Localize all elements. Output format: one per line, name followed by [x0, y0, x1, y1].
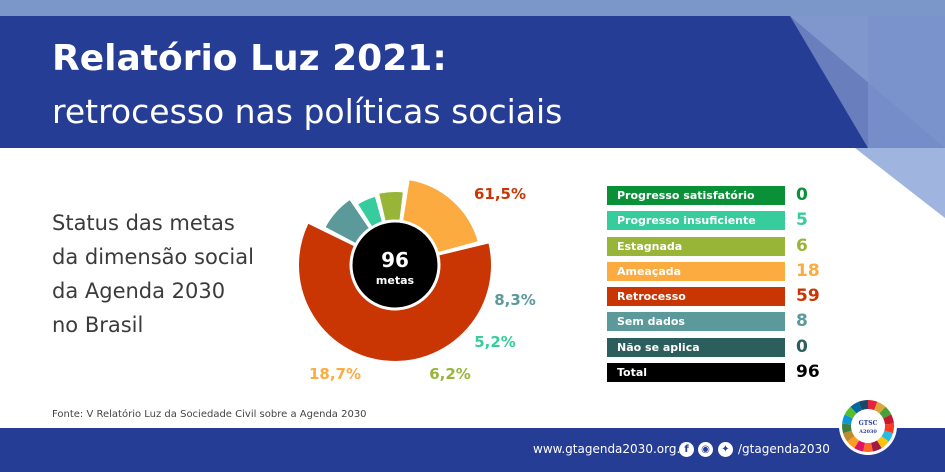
logo-ring-segment: [879, 406, 892, 419]
legend-label: Não se aplica: [607, 337, 785, 357]
logo-ring-segment: [871, 440, 882, 452]
logo-ring-segment: [874, 401, 886, 414]
gtsc-a2030-logo: GTSC A2030: [839, 397, 897, 455]
logo-ring-segment: [854, 440, 865, 452]
legend-label: Progresso satisfatório: [607, 186, 785, 205]
legend-row: Estagnada 6: [607, 235, 837, 260]
top-strip: [0, 0, 945, 16]
logo-text-line2: A2030: [858, 429, 877, 435]
header-panel-right: [868, 16, 945, 148]
center-label: metas: [376, 274, 415, 287]
logo-ring: [842, 400, 894, 452]
legend-row: Progresso insuficiente 5: [607, 209, 837, 234]
data-label-sem-dados: 8,3%: [494, 291, 536, 309]
legend-label: Sem dados: [607, 312, 785, 332]
logo-ring-segment: [881, 430, 894, 442]
logo-ring-segment: [844, 406, 857, 419]
instagram-icon[interactable]: ◉: [698, 442, 713, 457]
legend-row: Progresso satisfatório 0: [607, 184, 837, 209]
logo-ring-segment: [842, 414, 853, 425]
logo-ring-segment: [842, 423, 852, 434]
legend-count: 59: [796, 286, 820, 307]
legend-row: Total 96: [607, 361, 837, 386]
legend-count: 0: [796, 185, 808, 205]
legend-row: Retrocesso 59: [607, 285, 837, 310]
legend-label: Ameaçada: [607, 261, 785, 281]
footer-bar: www.gtagenda2030.org.br f ◉ ✦ /gtagenda2…: [0, 428, 945, 472]
legend-label: Total: [607, 363, 785, 383]
facebook-icon[interactable]: f: [679, 442, 694, 457]
legend-label: Progresso insuficiente: [607, 211, 785, 231]
logo-ring-segment: [847, 436, 860, 449]
twitter-icon[interactable]: ✦: [718, 442, 733, 457]
legend-label: Estagnada: [607, 236, 785, 256]
data-label-amea-ada: 18,7%: [309, 365, 361, 383]
chart-legend: Progresso satisfatório 0 Progresso insufic…: [607, 184, 837, 386]
side-triangle: [855, 148, 945, 218]
logo-ring-segment: [884, 423, 894, 434]
logo-inner: [852, 410, 884, 442]
header-decoration: [790, 16, 945, 148]
source-note: Fonte: V Relatório Luz da Sociedade Civi…: [52, 409, 367, 420]
legend-count: 0: [796, 336, 808, 357]
legend-label: Retrocesso: [607, 287, 785, 307]
social-handle[interactable]: /gtagenda2030: [738, 442, 830, 456]
logo-text-line1: GTSC: [859, 420, 878, 427]
chart-description: Status das metas da dimensão social da A…: [52, 211, 254, 337]
logo-ring-segment: [842, 430, 855, 442]
logo-ring-segment: [883, 414, 894, 425]
legend-count: 6: [796, 235, 808, 256]
data-label-estagnada: 6,2%: [429, 365, 471, 383]
header-triangle-pale: [790, 16, 868, 148]
legend-row: Ameaçada 18: [607, 260, 837, 285]
legend-row: Não se aplica 0: [607, 336, 837, 361]
data-label-retrocesso: 61,5%: [474, 185, 526, 203]
page-subtitle: retrocesso nas políticas sociais: [52, 92, 563, 131]
donut-chart: 96 metas 61,5% 8,3% 5,2%6,2% 18,7%: [297, 177, 536, 383]
logo-ring-segment: [850, 401, 862, 414]
page-title: Relatório Luz 2021:: [52, 38, 447, 79]
legend-count: 8: [796, 311, 808, 332]
website-link[interactable]: www.gtagenda2030.org.br: [533, 442, 693, 456]
legend-count: 18: [796, 260, 820, 281]
chart-center: [349, 219, 441, 311]
logo-ring-segment: [858, 400, 868, 411]
legend-count: 96: [796, 362, 820, 383]
logo-ring-segment: [876, 436, 889, 449]
logo-ring-segment: [868, 400, 878, 411]
legend-count: 5: [796, 210, 808, 231]
side-decoration: [855, 148, 945, 218]
chart-data-labels: 61,5% 8,3% 5,2%6,2% 18,7%: [309, 185, 536, 383]
header-banner: Relatório Luz 2021: retrocesso nas polít…: [0, 16, 945, 148]
logo-ring-segment: [863, 442, 873, 452]
center-value: 96: [381, 248, 409, 272]
legend-row: Sem dados 8: [607, 310, 837, 335]
data-label-progresso-insuficiente: 5,2%: [474, 333, 516, 351]
